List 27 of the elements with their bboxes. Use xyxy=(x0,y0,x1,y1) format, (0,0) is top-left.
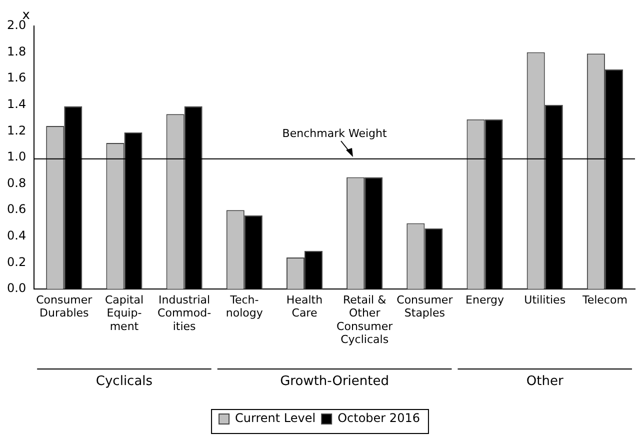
y-tick-label: 1.0 xyxy=(6,150,26,164)
y-tick-label: 0.0 xyxy=(6,281,26,296)
x-tick-label: Energy xyxy=(466,293,505,306)
x-tick-label: Consumer Staples xyxy=(396,293,454,320)
x-tick-label: Capital Equip- ment xyxy=(104,293,144,333)
y-tick-label: 1.6 xyxy=(6,70,26,85)
y-tick-label: 1.8 xyxy=(6,44,26,58)
legend-label: Current Level xyxy=(235,411,316,426)
legend-label: October 2016 xyxy=(338,411,420,426)
x-tick-label: Industrial Commod- ities xyxy=(158,293,212,333)
x-tick-label: Retail & Other Consumer Cyclicals xyxy=(336,293,394,346)
y-tick-label: 0.4 xyxy=(6,228,26,243)
y-tick-label: 0.2 xyxy=(6,254,26,269)
text: Other xyxy=(526,374,564,389)
y-tick-label: 0.6 xyxy=(6,202,26,216)
ref-line-label: Benchmark Weight xyxy=(282,126,388,140)
y-tick-label: 1.2 xyxy=(6,123,26,138)
x-tick-label: Utilities xyxy=(524,293,566,306)
text: Cyclicals xyxy=(96,374,153,389)
x-tick-label: Health Care xyxy=(286,293,323,320)
y-tick-label: 0.8 xyxy=(6,176,26,190)
y-tick-label: 2.0 xyxy=(6,18,26,32)
y-tick-label: 1.4 xyxy=(6,97,26,112)
x-tick-label: Telecom xyxy=(581,293,628,306)
text: Growth-Oriented xyxy=(280,374,389,389)
x-tick-label: Consumer Durables xyxy=(36,293,93,320)
x-tick-label: Tech- nology xyxy=(226,293,264,320)
